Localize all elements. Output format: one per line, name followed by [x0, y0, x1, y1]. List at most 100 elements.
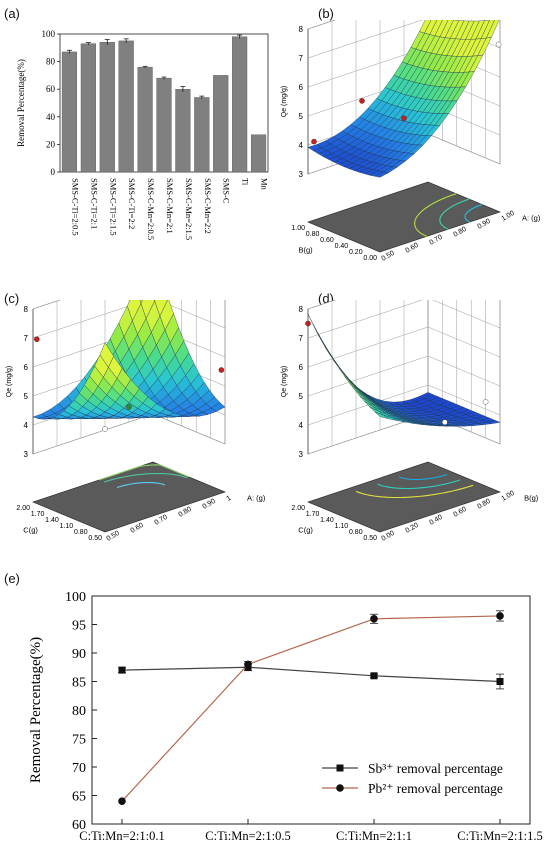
contour-line — [103, 472, 187, 483]
x-tick-label: C:Ti:Mn=2:1:1 — [336, 829, 412, 843]
right-axis-tick-label: 1.00 — [501, 210, 516, 223]
surface-plot-c: 3 4 5 6 7 8 Qe (mg/g) 0.50 0.60 0.70 0.80 0.90 1 2.00… — [0, 245, 275, 570]
series-line — [121, 666, 501, 683]
bar — [213, 75, 229, 173]
z-tick-label: 3 — [24, 450, 29, 459]
right-axis-tick-label: 1 — [226, 495, 233, 503]
right-axis-tick-label: 0.90 — [202, 498, 217, 511]
y-tick-label: 90 — [72, 647, 86, 662]
z-tick-label: 5 — [24, 392, 29, 401]
right-axis-tick-label: 0.00 — [381, 530, 396, 543]
bar-chart-panel: 0 20 40 60 80 100 Removal Percentage(%) SMS-C-T… — [0, 20, 275, 290]
surface-mesh — [307, 14, 501, 178]
data-point-circle — [244, 660, 252, 669]
y-tick-label: 85 — [72, 676, 86, 691]
left-axis-tick-label: 2.00 — [291, 505, 305, 512]
contour-floor — [32, 461, 226, 533]
right-axis-tick-label: 1.00 — [501, 490, 516, 503]
design-point — [126, 404, 132, 410]
x-tick-label: SMS-C-Ti=2:1.5 — [108, 178, 118, 236]
line-chart: 60 65 70 75 80 85 90 95 100 C:Ti:Mn=2:1:0.1 C:Ti:M… — [28, 590, 543, 843]
right-axis-tick-label: 0.60 — [453, 506, 468, 519]
x-tick-label: SMS-C-Ti=2:0.5 — [70, 178, 80, 236]
left-axis-tick-label: 0.80 — [306, 231, 320, 238]
right-axis-tick-label: 0.80 — [453, 226, 468, 239]
left-axis-tick-label: 0.50 — [363, 535, 377, 542]
design-point — [482, 398, 489, 405]
data-point-square — [118, 666, 126, 674]
left-axis-tick-label: 1.40 — [320, 517, 334, 524]
line-chart-panel: 60 65 70 75 80 85 90 95 100 C:Ti:Mn=2:1:0.1 C:Ti:M… — [0, 578, 550, 844]
bar — [61, 51, 78, 173]
bar — [137, 66, 153, 173]
panel-label-b: (b) — [318, 6, 334, 21]
bar — [118, 40, 134, 173]
contour-floor — [307, 181, 501, 253]
left-axis-tick-label: 0.50 — [88, 535, 102, 542]
data-point-circle — [496, 612, 504, 620]
y-tick-label: 100 — [42, 29, 56, 39]
right-axis-tick-label: 0.60 — [130, 522, 145, 535]
x-tick-label: SMS-C-Mn=2:1.5 — [184, 178, 194, 240]
z-tick-label: 7 — [299, 54, 304, 63]
left-axis-tick-label: 1.70 — [31, 511, 45, 518]
x-tick-label: Mn — [260, 178, 270, 191]
y-tick-label: 100 — [65, 590, 86, 605]
contour-line — [439, 198, 470, 230]
surface-plot-b-svg: 3 4 5 6 7 8 Qe (mg/g) 0.50 0.60 0.70 0.80 0.90 1.00 1… — [281, 0, 541, 263]
left-axis-tick-label: 0.40 — [335, 243, 349, 250]
z-tick-label: 6 — [299, 83, 304, 92]
right-axis-tick-label: 0.60 — [405, 242, 420, 255]
design-point — [311, 138, 317, 145]
contour-line — [464, 203, 483, 223]
right-axis-tick-label: 0.70 — [429, 234, 444, 247]
design-point — [102, 426, 108, 432]
design-point — [218, 367, 225, 373]
contour-line — [377, 479, 461, 490]
x-tick-label: C:Ti:Mn=2:1:0.1 — [79, 829, 164, 843]
bar — [80, 43, 96, 173]
left-axis-label: C(g) — [298, 526, 313, 535]
bar — [175, 88, 191, 173]
x-tick-label: C:Ti:Mn=2:1:1.5 — [457, 829, 542, 843]
left-axis-tick-label: 0.80 — [349, 529, 363, 536]
left-axis-tick-label: 1.10 — [335, 523, 349, 530]
z-tick-label: 5 — [299, 392, 304, 401]
x-tick-label: SMS-C-Ti=2:2 — [127, 178, 137, 229]
x-tick-label: SMS-C-Ti=2:1 — [89, 178, 99, 229]
z-tick-label: 3 — [299, 450, 304, 459]
left-axis-tick-label: 0.20 — [349, 249, 363, 256]
design-point — [359, 98, 365, 104]
panel-label-e: (e) — [4, 571, 20, 586]
z-axis-label: Qe (mg/g) — [281, 86, 288, 118]
x-tick-label: Ti — [241, 178, 251, 186]
left-axis-tick-label: 2.00 — [16, 505, 30, 512]
z-tick-label: 6 — [299, 363, 304, 372]
z-tick-label: 8 — [299, 305, 304, 314]
design-point — [305, 320, 311, 327]
panel-label-c: (c) — [4, 291, 20, 306]
bar — [232, 36, 248, 173]
x-tick-label: SMS-C-Mn=2:2 — [203, 178, 213, 234]
data-point-circle — [118, 797, 126, 805]
z-tick-label: 8 — [299, 25, 304, 34]
left-axis-tick-label: 1.70 — [306, 511, 320, 518]
right-axis-tick-label: 0.90 — [477, 218, 492, 231]
surface-plot-c-svg: 3 4 5 6 7 8 Qe (mg/g) 0.50 0.60 0.70 0.80 0.90 1 2.00… — [6, 245, 266, 543]
design-point — [441, 419, 448, 425]
contour-line — [98, 464, 190, 481]
y-tick-label: 20 — [46, 139, 56, 149]
y-tick-label: 95 — [72, 619, 86, 634]
right-axis-label: A: (g) — [247, 494, 266, 503]
legend-marker — [336, 784, 344, 792]
left-axis-label: B(g) — [299, 246, 314, 255]
contour-line — [399, 473, 448, 481]
z-tick-label: 8 — [24, 305, 29, 314]
surface-cell — [374, 171, 390, 178]
right-axis-tick-label: 0.70 — [154, 514, 169, 527]
x-tick-label: SMS-C-Mn=2:1 — [165, 178, 175, 234]
series-line — [121, 615, 501, 802]
surface-plot-d: 3 4 5 6 7 8 Qe (mg/g) 0.00 0.20 0.40 0.60 0.80 1.00 2… — [275, 268, 550, 570]
z-tick-label: 4 — [299, 141, 304, 150]
y-axis-label: Removal Percentage(%) — [28, 637, 44, 783]
